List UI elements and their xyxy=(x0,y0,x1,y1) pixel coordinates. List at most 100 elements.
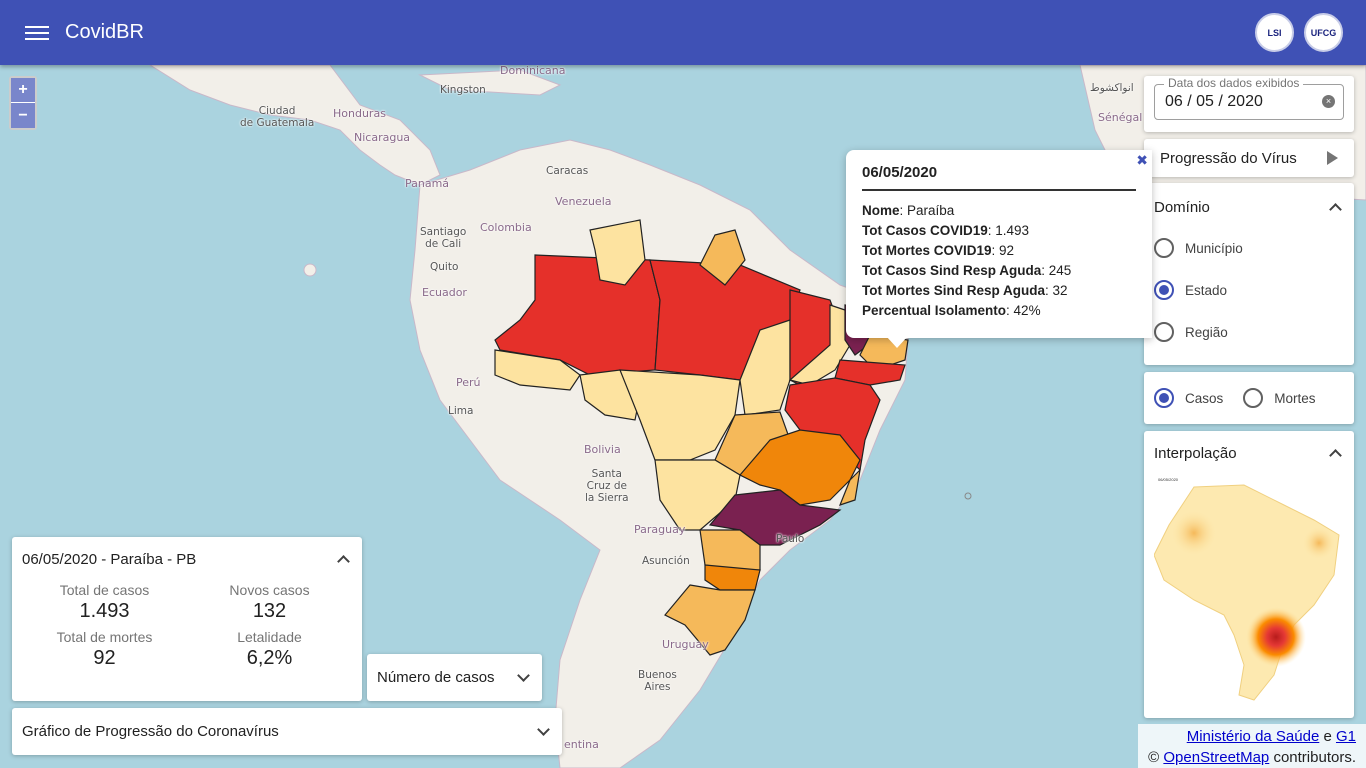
map-label: Santa Cruz de la Sierra xyxy=(585,468,629,504)
map-label: Bolivia xyxy=(584,443,621,456)
popup-value: : 245 xyxy=(1041,263,1072,278)
radio-button[interactable] xyxy=(1154,280,1174,300)
clear-icon[interactable]: × xyxy=(1322,95,1335,108)
interpolation-date: 06/05/2020 xyxy=(1158,477,1179,482)
attribution-contributors: contributors. xyxy=(1273,749,1356,766)
stat-label: Total de casos xyxy=(59,582,150,598)
metric-option-label: Casos xyxy=(1185,390,1224,406)
progression-button[interactable]: Progressão do Vírus xyxy=(1144,139,1354,177)
state-amapa xyxy=(699,229,746,286)
zoom-out-button[interactable]: − xyxy=(11,103,35,128)
map-label: Sénégal xyxy=(1098,111,1143,124)
map-label: Lima xyxy=(448,405,474,417)
case-type-select[interactable]: Número de casos xyxy=(367,654,542,701)
popup-key: Tot Mortes Sind Resp Aguda xyxy=(862,283,1046,298)
state-minas xyxy=(739,429,861,506)
popup-date: 06/05/2020 xyxy=(862,164,1136,191)
state-mato-grosso-sul xyxy=(654,459,741,531)
copyright-symbol: © xyxy=(1148,749,1160,766)
chevron-down-icon[interactable] xyxy=(517,669,530,682)
radio-button[interactable] xyxy=(1243,388,1264,408)
lsi-logo: LSI xyxy=(1255,13,1294,52)
date-input-label: Data dos dados exibidos xyxy=(1164,76,1304,90)
stat-label: Letalidade xyxy=(237,629,302,645)
popup-row: Tot Mortes COVID19: 92 xyxy=(862,241,1136,261)
interpolation-header[interactable]: Interpolação xyxy=(1154,445,1344,462)
map-label: انواكشوط xyxy=(1090,82,1134,94)
interpolation-heatmap: 06/05/2020 xyxy=(1154,477,1340,701)
metric-option-mortes[interactable]: Mortes xyxy=(1243,388,1316,408)
popup-value: : 1.493 xyxy=(987,223,1030,238)
metric-option-casos[interactable]: Casos xyxy=(1154,388,1223,408)
stat-total-cases: Total de casos 1.493 xyxy=(22,582,187,623)
app-title: CovidBR xyxy=(65,21,144,43)
g1-link[interactable]: G1 xyxy=(1335,728,1356,745)
domain-header[interactable]: Domínio xyxy=(1154,199,1344,216)
popup-value: : 92 xyxy=(991,243,1015,258)
partner-logos: LSI UFCG xyxy=(1255,13,1343,52)
state-pernambuco xyxy=(834,359,906,386)
popup-value: : Paraíba xyxy=(899,203,955,218)
radio-button[interactable] xyxy=(1154,322,1174,342)
progression-chart-toggle[interactable]: Gráfico de Progressão do Coronavírus xyxy=(12,708,562,755)
map-label: Colombia xyxy=(480,221,532,234)
stat-label: Novos casos xyxy=(229,582,310,598)
date-input[interactable]: Data dos dados exibidos 06 / 05 / 2020 × xyxy=(1154,76,1344,120)
popup-key: Tot Casos COVID19 xyxy=(862,223,988,238)
popup-key: Nome xyxy=(862,203,900,218)
summary-stats: Total de casos 1.493 Novos casos 132 Tot… xyxy=(22,582,352,670)
popup-row: Tot Mortes Sind Resp Aguda: 32 xyxy=(862,281,1136,301)
map-label: Ciudad de Guatemala xyxy=(240,105,315,129)
map-label: Honduras xyxy=(333,107,386,120)
map-label: Nicaragua xyxy=(354,131,411,144)
map-label: Caracas xyxy=(546,165,589,177)
play-icon[interactable] xyxy=(1327,151,1338,165)
stat-value: 92 xyxy=(93,647,116,669)
popup-value: : 32 xyxy=(1045,283,1068,298)
chevron-up-icon[interactable] xyxy=(337,555,350,568)
close-icon[interactable]: ✖ xyxy=(1136,152,1148,168)
domain-title: Domínio xyxy=(1154,199,1210,216)
stat-value: 1.493 xyxy=(79,600,130,622)
summary-header[interactable]: 06/05/2020 - Paraíba - PB xyxy=(22,551,352,568)
state-mato-grosso xyxy=(619,369,741,461)
stat-value: 132 xyxy=(252,600,287,622)
attribution-and: e xyxy=(1323,728,1332,745)
domain-option-label: Município xyxy=(1185,240,1243,256)
map-label: Kingston xyxy=(440,84,486,96)
state-summary-card: 06/05/2020 - Paraíba - PB Total de casos… xyxy=(12,537,362,701)
domain-option-label: Estado xyxy=(1185,282,1228,298)
domain-option-estado[interactable]: Estado xyxy=(1154,280,1344,300)
stat-value: 6,2% xyxy=(246,647,293,669)
map-label: Asunción xyxy=(642,555,690,567)
popup-row: Tot Casos COVID19: 1.493 xyxy=(862,221,1136,241)
popup-row: Percentual Isolamento: 42% xyxy=(862,301,1136,321)
popup-row: Nome: Paraíba xyxy=(862,201,1136,221)
domain-option-regiao[interactable]: Região xyxy=(1154,322,1344,342)
progression-label: Progressão do Vírus xyxy=(1160,149,1297,167)
state-bahia xyxy=(784,377,881,472)
popup-tip xyxy=(886,336,908,348)
state-popup: ✖ 06/05/2020 Nome: Paraíba Tot Casos COV… xyxy=(846,150,1152,348)
interpolation-panel: Interpolação 06/05/2020 xyxy=(1144,431,1354,718)
ufcg-logo: UFCG xyxy=(1304,13,1343,52)
radio-button[interactable] xyxy=(1154,388,1174,408)
chevron-up-icon[interactable] xyxy=(1329,203,1342,216)
osm-link[interactable]: OpenStreetMap xyxy=(1163,749,1270,766)
chevron-down-icon[interactable] xyxy=(537,723,550,736)
menu-icon[interactable] xyxy=(25,23,49,43)
chevron-up-icon[interactable] xyxy=(1329,449,1342,462)
map-label: Paraguay xyxy=(634,523,686,536)
brazil-states[interactable] xyxy=(494,219,909,656)
radio-button[interactable] xyxy=(1154,238,1174,258)
state-roraima xyxy=(589,219,646,286)
map-label: Ecuador xyxy=(422,286,467,299)
summary-title: 06/05/2020 - Paraíba - PB xyxy=(22,551,197,568)
interpolation-title: Interpolação xyxy=(1154,445,1237,462)
central-america-land xyxy=(149,65,441,186)
domain-option-label: Região xyxy=(1185,324,1228,340)
ministerio-link[interactable]: Ministério da Saúde xyxy=(1186,728,1320,745)
zoom-in-button[interactable]: + xyxy=(11,78,35,103)
island-marker xyxy=(303,263,317,277)
domain-option-municipio[interactable]: Município xyxy=(1154,238,1344,258)
